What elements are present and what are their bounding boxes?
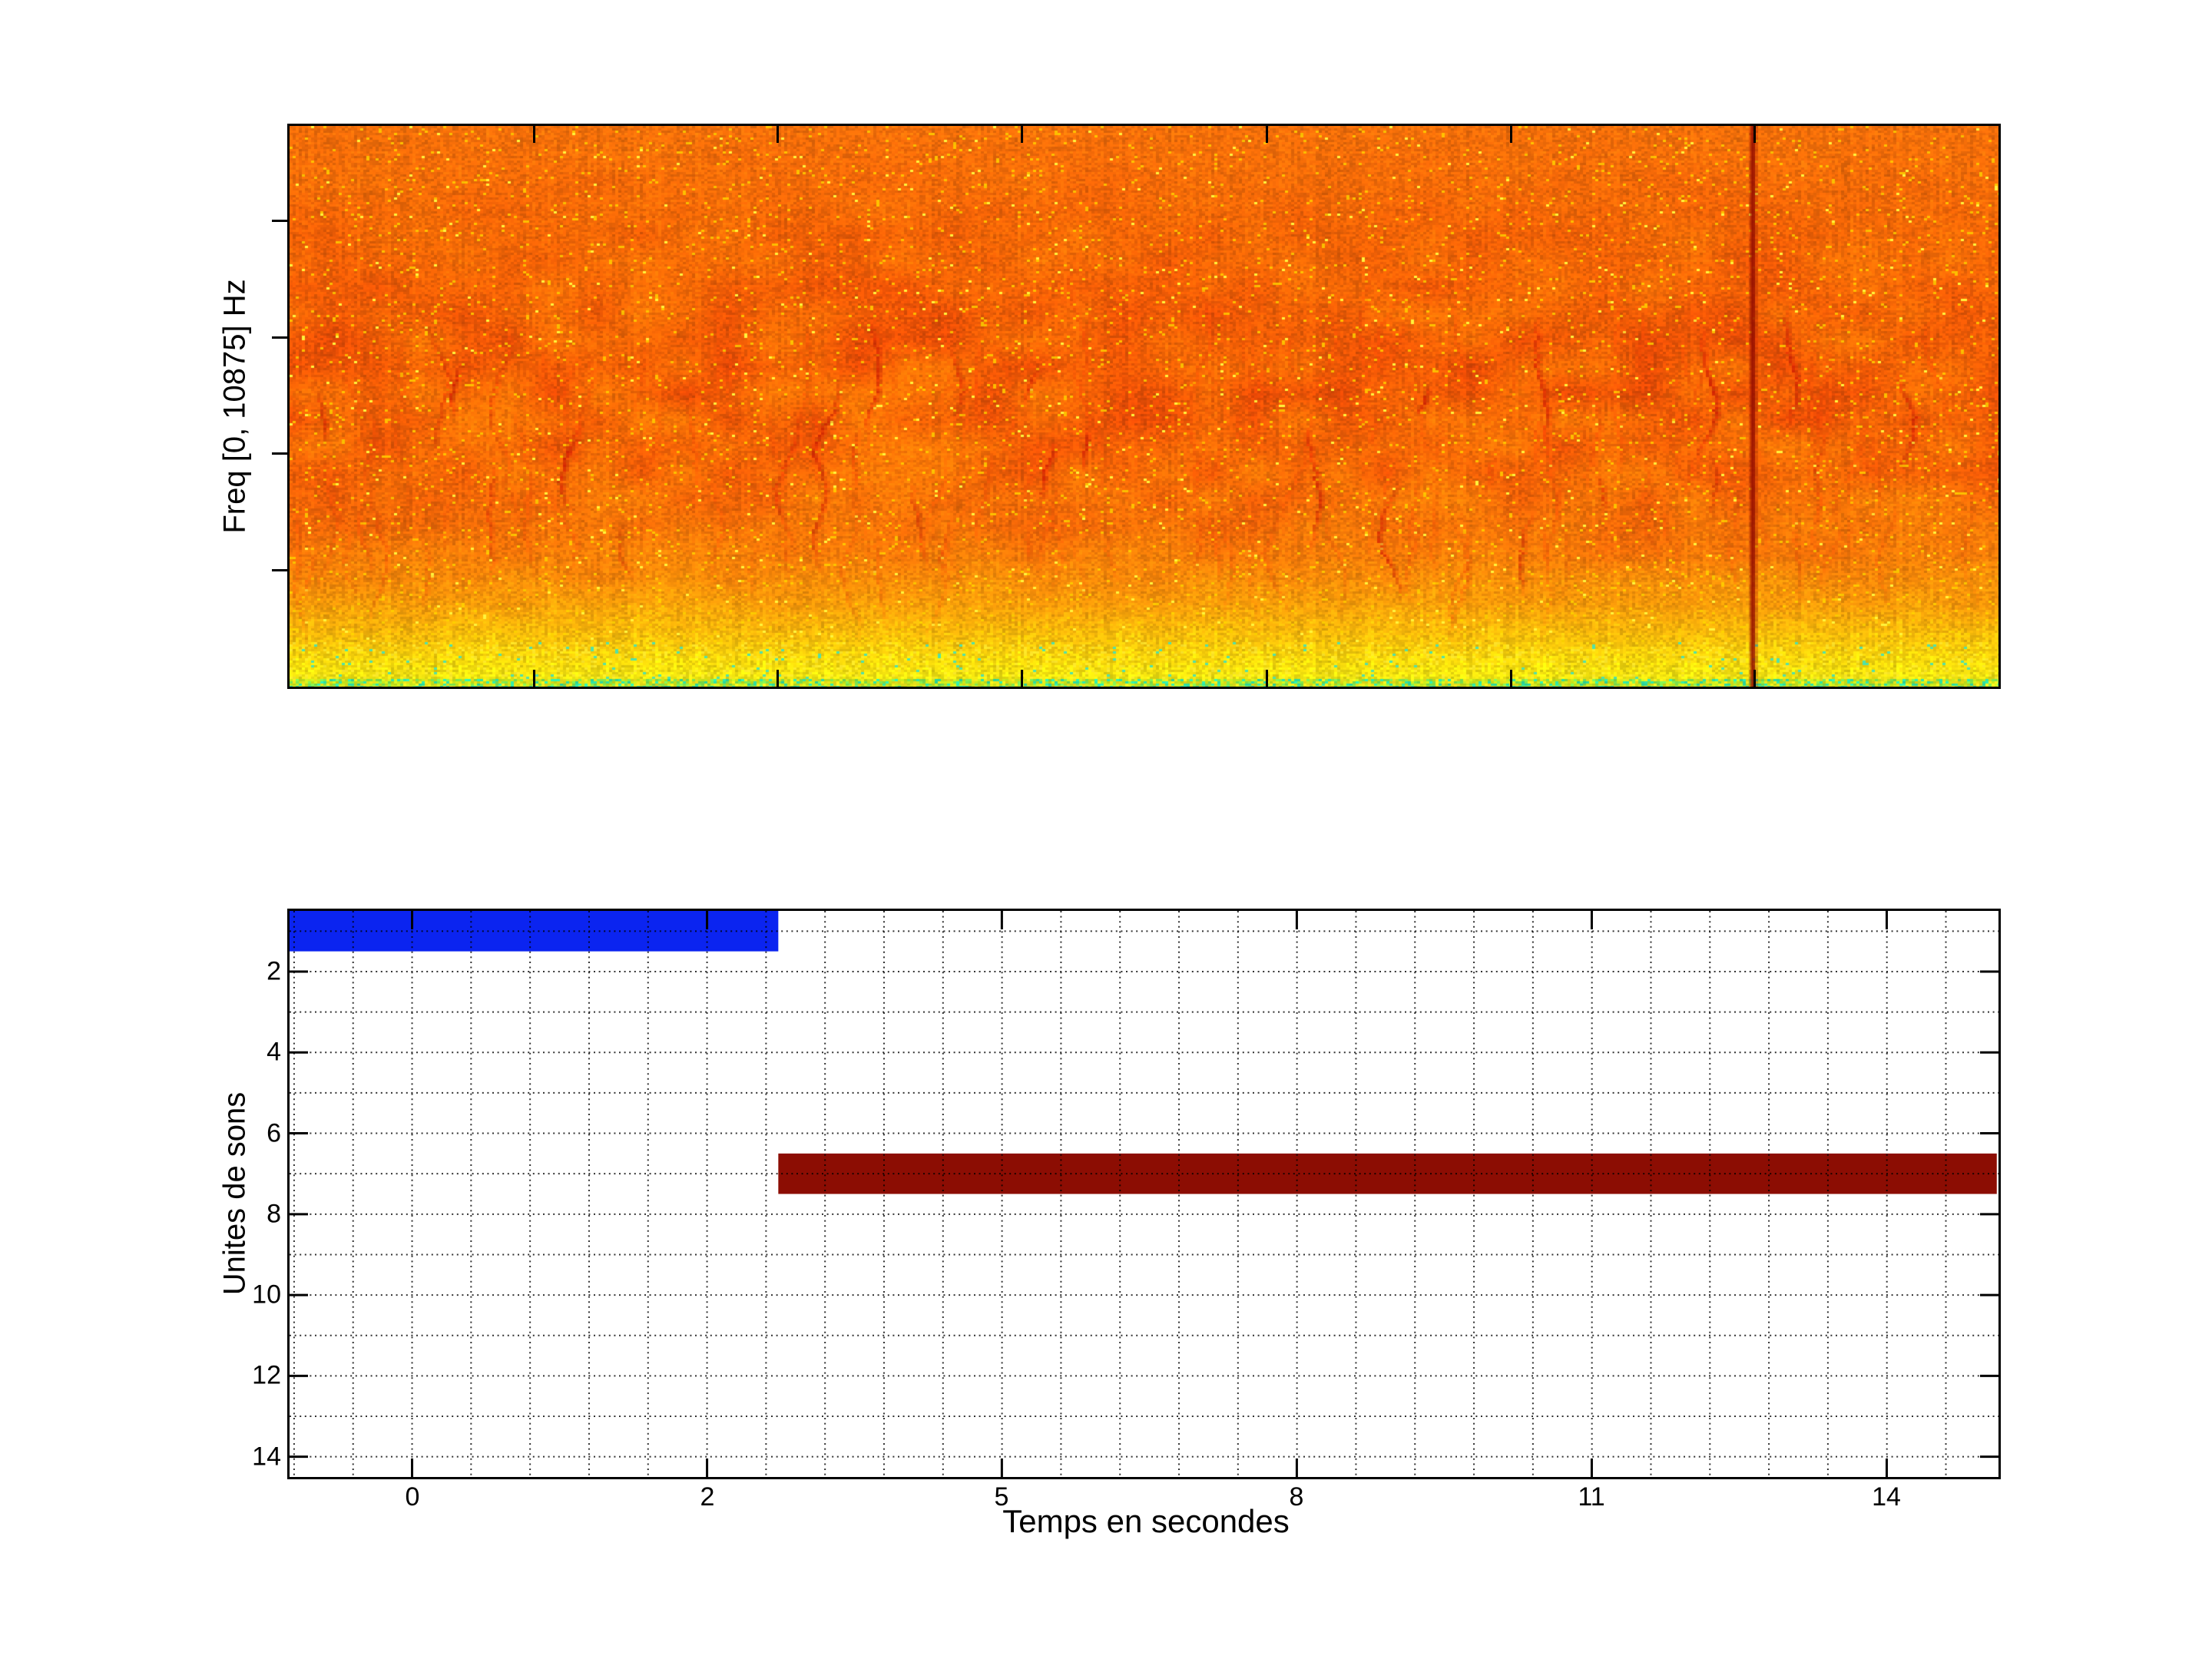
y-tick-label: 8 (267, 1199, 281, 1229)
spectrogram-x-tick (533, 670, 535, 687)
y-tick-label: 12 (252, 1360, 281, 1390)
spectrogram-x-tick (1266, 126, 1268, 143)
y-tick-label: 2 (267, 956, 281, 986)
unit-7-segment (778, 1153, 1997, 1194)
x-tick-label: 8 (1289, 1482, 1304, 1512)
spectrogram-y-tick (272, 220, 287, 222)
x-tick-label: 11 (1578, 1482, 1605, 1512)
spectrogram-event-line (1750, 126, 1753, 687)
y-tick-label: 14 (252, 1442, 281, 1472)
spectrogram-x-tick (1510, 126, 1512, 143)
spectrogram-ylabel: Freq [0, 10875] Hz (217, 279, 252, 534)
sound-units-ylabel: Unites de sons (217, 1091, 252, 1296)
sound-units-axes (287, 909, 2001, 1479)
time-axis-label: Temps en secondes (1002, 1503, 1290, 1539)
y-tick-label: 6 (267, 1118, 281, 1148)
spectrogram-x-tick (777, 126, 779, 143)
spectrogram-x-tick (777, 670, 779, 687)
x-tick-label: 2 (700, 1482, 715, 1512)
sound-units-plot (287, 909, 2001, 1479)
spectrogram-x-tick (1753, 670, 1756, 687)
y-tick-label: 4 (267, 1037, 281, 1067)
y-tick-label: 10 (252, 1280, 281, 1310)
x-tick-label: 14 (1872, 1482, 1901, 1512)
spectrogram-x-tick (1021, 670, 1023, 687)
spectrogram-x-tick (1510, 670, 1512, 687)
spectrogram-x-tick (533, 126, 535, 143)
spectrogram-y-tick (272, 452, 287, 455)
spectrogram-y-tick (272, 336, 287, 339)
spectrogram-x-tick (1266, 670, 1268, 687)
spectrogram-x-tick (1753, 126, 1756, 143)
x-tick-label: 5 (994, 1482, 1009, 1512)
x-tick-label: 0 (405, 1482, 420, 1512)
axes-box (287, 909, 2001, 1479)
spectrogram-y-tick (272, 569, 287, 571)
spectrogram-x-tick (1021, 126, 1023, 143)
spectrogram-image (290, 126, 1998, 687)
spectrogram-axes (272, 124, 2001, 689)
